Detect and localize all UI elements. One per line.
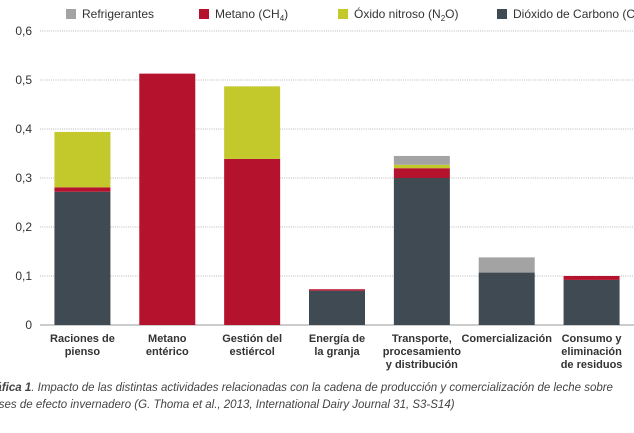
bar-segment [139,73,196,325]
legend-swatch [66,9,76,19]
legend-swatch [199,9,209,19]
emissions-bar-chart: 0 0,1 0,2 0,3 0,4 0,5 0,6 Raciones de pienso Met… [15,6,634,371]
bar-segment [393,168,450,178]
bar-segment [478,257,535,273]
x-tick-label: Energía de la granja [309,333,365,358]
bar-segment [393,164,450,169]
bars [54,73,620,325]
y-tick-label: 0,3 [15,171,32,185]
legend-label: Óxido nitroso (N2O) [354,6,459,23]
bar-segment [563,279,620,325]
legend-swatch [338,9,348,19]
bar-segment [393,178,450,325]
y-axis: 0 0,1 0,2 0,3 0,4 0,5 0,6 [15,24,32,332]
legend: Refrigerantes Metano (CH4) Óxido nitroso (… [66,6,634,23]
figure-caption: Gráfica 1. Impacto de las distintas acti… [0,380,616,396]
x-tick-label: Consumo y eliminación de residuos [561,333,623,371]
x-tick-label: Transporte, procesamiento y distribución [383,333,462,371]
y-tick-label: 0,4 [15,122,32,136]
legend-swatch [497,9,507,19]
bar-segment [224,158,281,325]
legend-label: Metano (CH4) [215,7,288,23]
caption-figure-number: Gráfica 1 [0,382,32,394]
gridlines [40,30,634,326]
y-tick-label: 0,6 [15,24,32,38]
y-tick-label: 0,2 [15,220,32,234]
bar-segment [54,131,111,188]
bar-segment [563,276,620,280]
y-tick-label: 0,1 [15,269,32,283]
x-tick-label: Metano entérico [146,333,189,358]
x-tick-label: Comercialización [461,333,552,345]
bar-segment [224,86,281,159]
caption-text-line1: . Impacto de las distintas actividades r… [31,382,616,394]
legend-label: Dióxido de Carbono (CO2) [513,7,634,23]
bar-segment [478,272,535,325]
y-tick-label: 0 [25,318,32,332]
x-tick-label: Raciones de pienso [50,333,115,358]
bar-segment [54,187,111,192]
y-tick-label: 0,5 [15,73,32,87]
bar-segment [393,155,450,165]
legend-label: Refrigerantes [82,7,154,21]
x-axis: Raciones de pienso Metano entérico Gestión d… [50,333,622,371]
caption-text-line2: de gases de efecto invernadero (G. Thoma… [0,399,455,411]
bar-segment [54,191,111,325]
x-tick-label: Gestión del estiércol [222,333,282,358]
figure-caption-line2: de gases de efecto invernadero (G. Thoma… [0,397,604,413]
bar-segment [309,289,365,291]
bar-segment [309,290,365,325]
